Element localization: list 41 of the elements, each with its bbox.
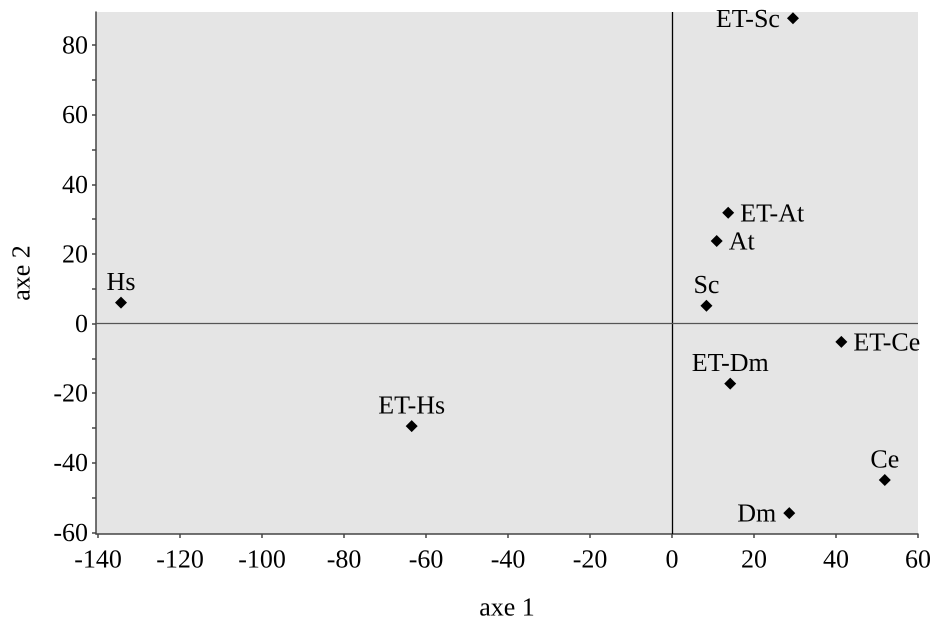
y-tick-label: -60 bbox=[53, 518, 88, 547]
annotation: Ce bbox=[870, 444, 900, 474]
y-tick-label: 40 bbox=[62, 170, 88, 199]
y-axis-title: axe 2 bbox=[6, 245, 36, 301]
x-tick-label: -140 bbox=[74, 544, 122, 574]
point bbox=[700, 300, 712, 312]
y-tick-label: 20 bbox=[62, 239, 88, 268]
annotation: ET-Ce bbox=[853, 327, 920, 356]
annotation: At bbox=[728, 226, 756, 256]
y-tick-label: 60 bbox=[62, 100, 88, 130]
point bbox=[835, 336, 848, 348]
x-tick-label: -80 bbox=[326, 544, 362, 574]
annotation: ET-At bbox=[740, 198, 805, 228]
y-tick-label: 80 bbox=[62, 30, 88, 60]
x-tick-label: -120 bbox=[156, 544, 204, 574]
annotation: Dm bbox=[737, 498, 776, 528]
annotation: ET-Dm bbox=[692, 348, 769, 378]
point bbox=[115, 296, 128, 309]
y-tick-label: 0 bbox=[75, 308, 88, 338]
x-tick-label: 0 bbox=[666, 544, 679, 574]
annotation: ET-Hs bbox=[378, 390, 446, 420]
annotation: ET-Sc bbox=[716, 4, 780, 33]
y-tick-label: -40 bbox=[53, 448, 88, 478]
x-tick-label: -60 bbox=[408, 544, 444, 574]
point bbox=[783, 507, 796, 520]
x-axis-title: axe 1 bbox=[479, 592, 535, 622]
point bbox=[406, 420, 418, 432]
x-tick-label: -20 bbox=[572, 544, 608, 574]
point bbox=[786, 12, 799, 24]
x-tick-label: -40 bbox=[490, 544, 526, 574]
x-tick-label: 20 bbox=[741, 544, 768, 574]
point bbox=[724, 378, 736, 390]
y-tick-label: -20 bbox=[53, 378, 88, 408]
point bbox=[878, 474, 891, 486]
x-tick-label: 60 bbox=[905, 544, 931, 574]
annotation: Hs bbox=[106, 267, 136, 296]
x-tick-label: 40 bbox=[823, 544, 850, 574]
annotation: Sc bbox=[693, 270, 720, 300]
point bbox=[710, 234, 723, 247]
x-tick-label: -100 bbox=[238, 544, 286, 574]
point bbox=[722, 206, 734, 219]
